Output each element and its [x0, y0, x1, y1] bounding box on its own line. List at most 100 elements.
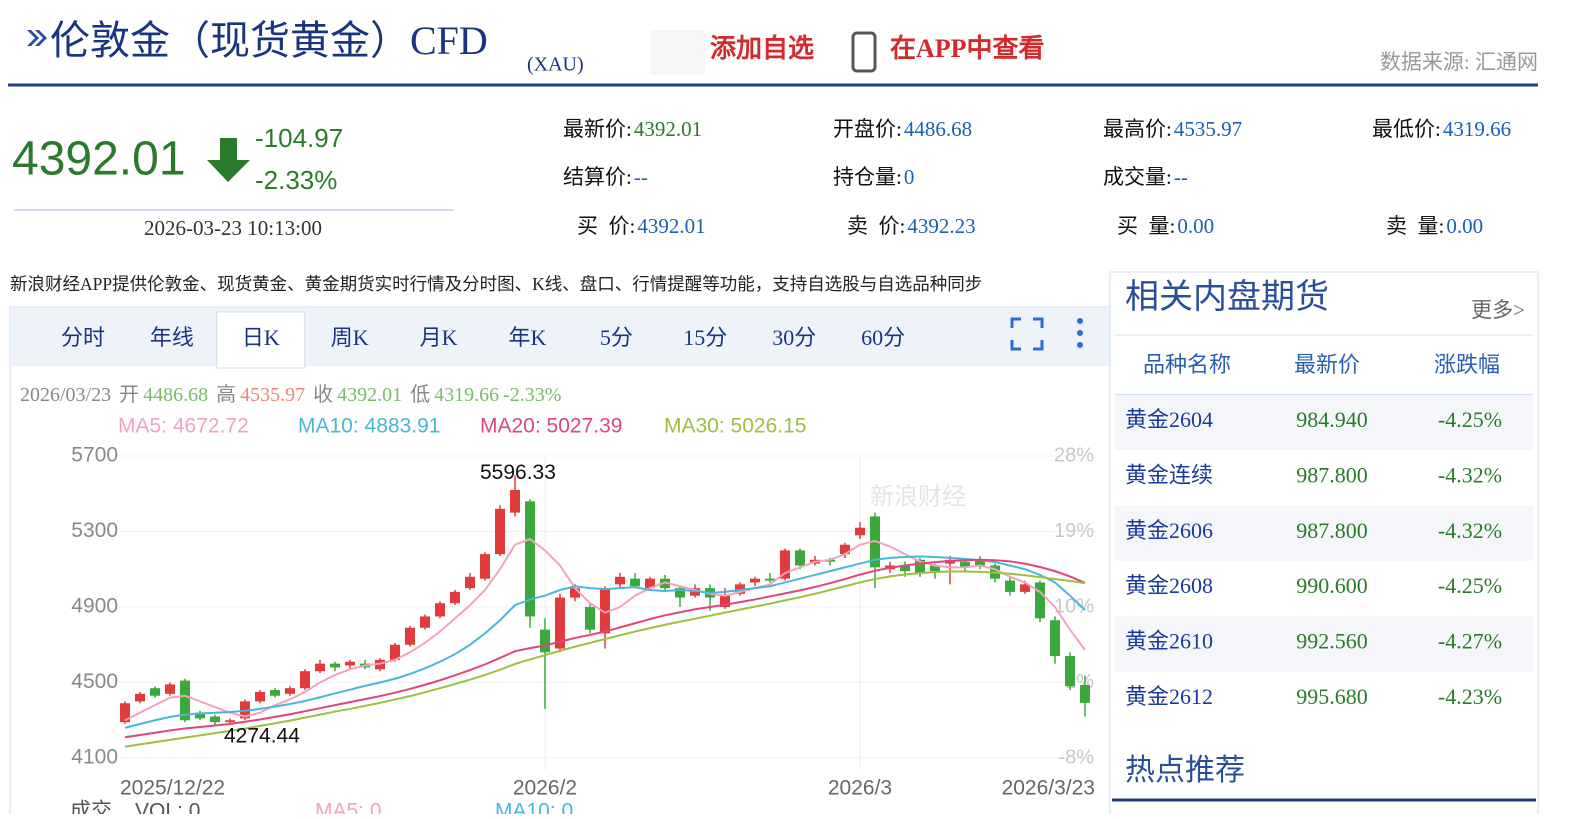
- candle-body: [120, 703, 130, 723]
- tab[interactable]: 日K: [242, 325, 280, 350]
- cell: 987.800: [1296, 518, 1368, 543]
- add-watchlist[interactable]: 添加自选: [710, 33, 814, 63]
- ma-line: [124, 555, 1086, 729]
- field-value: 4319.66: [1443, 117, 1511, 141]
- candle-body: [270, 690, 280, 696]
- candle-body: [555, 597, 565, 649]
- field-label: 结算价:: [563, 165, 632, 189]
- annotation: 5596.33: [480, 461, 556, 484]
- candle-body: [150, 688, 160, 696]
- tab[interactable]: 60分: [861, 325, 905, 350]
- tab[interactable]: 5分: [600, 325, 633, 350]
- candle-body: [600, 588, 610, 634]
- candle-body: [255, 691, 265, 702]
- candle-body: [435, 603, 445, 617]
- y-tick-label: 5300: [71, 519, 118, 542]
- candle-body: [1065, 656, 1075, 687]
- tab-active: [216, 311, 306, 369]
- ma-line: [124, 558, 1086, 739]
- candle-body: [165, 684, 175, 694]
- tab[interactable]: 30分: [772, 325, 816, 350]
- candle-body: [300, 671, 310, 689]
- candle-body: [180, 680, 190, 721]
- annotation: 4274.44: [224, 725, 300, 748]
- price: 4392.01: [12, 133, 186, 186]
- candle-body: [615, 576, 625, 585]
- cell: 992.560: [1296, 629, 1368, 654]
- field-label: 最新价:: [563, 117, 632, 141]
- candle-body: [465, 576, 475, 589]
- candle-body: [675, 588, 685, 598]
- candle-body: [840, 544, 850, 555]
- cell[interactable]: 黄金2606: [1125, 518, 1213, 543]
- candle-body: [585, 607, 595, 630]
- row-bg: [1115, 395, 1533, 450]
- volume-legend: MA10: 0: [495, 800, 573, 814]
- info-label: 收: [313, 383, 333, 406]
- title: 伦敦金（现货黄金）CFD: [50, 18, 488, 63]
- field-label: 最高价:: [1103, 117, 1172, 141]
- field-value: 0: [904, 165, 915, 189]
- down-arrow: [207, 138, 250, 182]
- fields: 最新价:4392.01 开盘价:4486.68 最高价:4535.97 最低价:431…: [563, 117, 1511, 238]
- candle-body: [960, 561, 970, 568]
- info-date: 2026/03/23: [20, 384, 111, 406]
- fullscreen-icon[interactable]: [1010, 317, 1044, 351]
- more-link[interactable]: 更多>: [1471, 298, 1525, 322]
- header: 伦敦金（现货黄金）CFD (XAU) 添加自选 在APP中查看 数据来源: 汇通…: [8, 18, 1538, 87]
- field: 卖 量:0.00: [1386, 214, 1483, 238]
- y-tick-label: 5700: [71, 444, 118, 467]
- source: 数据来源: 汇通网: [1380, 50, 1538, 74]
- table-header: 最新价: [1294, 352, 1360, 377]
- change: -104.97: [255, 123, 343, 153]
- info-label: 开: [119, 384, 139, 406]
- candle-body: [210, 716, 220, 723]
- candle-body: [1035, 582, 1045, 619]
- tab[interactable]: 月K: [420, 325, 458, 350]
- ma-line: [124, 570, 1086, 748]
- field: 成交量:--: [1103, 165, 1188, 189]
- field-label: 开盘价:: [833, 117, 902, 141]
- cell[interactable]: 黄金2612: [1125, 684, 1213, 709]
- watermark: 新浪财经: [870, 483, 966, 510]
- legend-entry: MA5: 4672.72: [118, 415, 249, 438]
- tab[interactable]: 周K: [331, 325, 369, 350]
- candle-body: [1050, 620, 1060, 657]
- tab[interactable]: 年线: [150, 325, 194, 350]
- candle-body: [525, 501, 535, 617]
- cell: -4.32%: [1438, 462, 1502, 487]
- candle-body: [900, 565, 910, 572]
- cell[interactable]: 黄金连续: [1125, 462, 1213, 487]
- field: 最高价:4535.97: [1103, 117, 1242, 141]
- panel-title: 相关内盘期货: [1125, 278, 1329, 316]
- candle-body: [195, 712, 205, 719]
- tab-bar: [11, 308, 1111, 366]
- field-value: --: [1174, 165, 1188, 189]
- time: 2026-03-23 10:13:00: [144, 216, 322, 240]
- candle-body: [750, 578, 760, 583]
- tab[interactable]: 年K: [509, 325, 547, 350]
- quote: 4392.01 -104.97 -2.33% 2026-03-23 10:13:…: [12, 123, 454, 240]
- candle-body: [930, 565, 940, 572]
- more-icon[interactable]: [1077, 318, 1083, 348]
- icon: [35, 30, 47, 46]
- tab[interactable]: 分时: [61, 325, 105, 350]
- field-label: 成交量:: [1103, 165, 1172, 189]
- x-tick-label: 2026/3: [828, 777, 892, 800]
- hot-title: 热点推荐: [1125, 754, 1245, 787]
- field-label: 卖 量:: [1386, 214, 1444, 238]
- tab[interactable]: 15分: [683, 325, 727, 350]
- field-value: 4535.97: [1174, 117, 1242, 141]
- candle-body: [720, 595, 730, 607]
- app-link[interactable]: 在APP中查看: [890, 34, 1045, 63]
- cell: -4.27%: [1438, 629, 1502, 654]
- volume-legend: VOL: 0: [135, 800, 200, 814]
- cell[interactable]: 黄金2604: [1125, 407, 1213, 432]
- notice: 新浪财经APP提供伦敦金、现货黄金、黄金期货实时行情及分时图、K线、盘口、行情提…: [10, 274, 982, 294]
- candle-body: [330, 663, 340, 668]
- cell[interactable]: 黄金2608: [1125, 573, 1213, 598]
- x-tick-label: 2025/12/22: [120, 777, 225, 800]
- cell[interactable]: 黄金2610: [1125, 629, 1213, 654]
